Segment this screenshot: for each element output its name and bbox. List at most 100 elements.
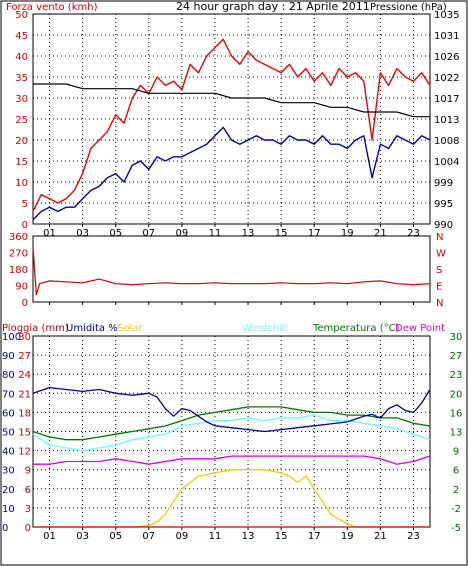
temperature-y-tick-label: 30 (450, 332, 463, 343)
wind-pressure-panel: 0510152025303540455099099599910041008101… (15, 10, 459, 239)
humidity-y-tick-label: 50 (2, 428, 15, 439)
humidity-y-tick-label: 60 (2, 408, 15, 419)
rain-y-tick-label: 18 (18, 408, 31, 419)
x-tick-label: 03 (76, 531, 89, 542)
compass-tick-label: N (436, 232, 443, 243)
pressure-y-tick-label: 1031 (434, 31, 459, 42)
x-tick-label: 09 (176, 228, 189, 239)
rain-y-tick-label: 30 (18, 332, 31, 343)
x-tick-label: 13 (242, 531, 255, 542)
temperature-legend: Temperatura (°C) (312, 323, 400, 334)
humidity-y-tick-label: 10 (2, 504, 15, 515)
x-tick-label: 05 (109, 531, 122, 542)
x-tick-label: 17 (308, 531, 321, 542)
temperature-y-tick-label: 27 (450, 351, 463, 362)
wind-y-tick-label: 35 (15, 73, 28, 84)
temperature-y-tick-label: 6 (453, 466, 459, 477)
pressure-y-tick-label: 1004 (434, 157, 459, 168)
x-tick-label: 13 (242, 228, 255, 239)
rain-y-tick-label: 12 (18, 447, 31, 458)
pressure-axis-title: Pressione (hPa) (370, 2, 447, 13)
direction-y-tick-label: 360 (9, 232, 28, 243)
wind-y-tick-label: 15 (15, 157, 28, 168)
direction-y-tick-label: 180 (9, 265, 28, 276)
wind-y-tick-label: 45 (15, 31, 28, 42)
x-tick-label: 05 (109, 228, 122, 239)
wind-y-tick-label: 20 (15, 136, 28, 147)
temperature-y-tick-label: 23 (450, 370, 463, 381)
humidity-y-tick-label: 0 (2, 523, 8, 534)
pressure-y-tick-label: 999 (434, 178, 453, 189)
pressure-y-tick-label: 1013 (434, 115, 459, 126)
compass-tick-label: E (436, 282, 442, 293)
wind-y-tick-label: 0 (22, 220, 28, 231)
windchill-legend: Windchill (242, 323, 287, 334)
rain-y-tick-label: 0 (25, 523, 31, 534)
pressure-y-tick-label: 1008 (434, 136, 459, 147)
wind-y-tick-label: 10 (15, 178, 28, 189)
pressure-y-tick-label: 1017 (434, 94, 459, 105)
x-tick-label: 23 (407, 531, 420, 542)
chart-title: 24 hour graph day : 21 Aprile 2011 (176, 0, 370, 13)
dewpoint-line (33, 455, 431, 465)
humidity-y-tick-label: 90 (2, 351, 15, 362)
pressure-y-tick-label: 1035 (434, 10, 459, 21)
humidity-line (32, 386, 431, 433)
rain-legend: Pioggia (mm) (2, 323, 69, 334)
dewpoint-legend: Dew Point (395, 323, 445, 334)
temperature-y-tick-label: 9 (453, 447, 459, 458)
temperature-y-tick-label: 13 (450, 428, 463, 439)
direction-line (32, 246, 431, 296)
x-tick-label: 07 (142, 228, 155, 239)
solar-line (33, 469, 430, 528)
plot-area (32, 235, 431, 303)
wind-y-tick-label: 5 (22, 199, 28, 210)
compass-tick-label: S (436, 265, 442, 276)
x-tick-label: 11 (209, 228, 222, 239)
rain-y-tick-label: 24 (18, 370, 31, 381)
direction-y-tick-label: 90 (15, 282, 28, 293)
humidity-y-tick-label: 30 (2, 466, 15, 477)
rain-y-tick-label: 6 (25, 485, 31, 496)
x-tick-label: 23 (407, 228, 420, 239)
compass-tick-label: W (436, 249, 446, 260)
humidity-y-tick-label: 40 (2, 447, 15, 458)
x-tick-label: 01 (43, 531, 56, 542)
temperature-y-tick-label: -2 (451, 504, 461, 515)
windchill-line (32, 414, 431, 452)
direction-y-tick-label: 270 (9, 249, 28, 260)
temperature-line (32, 406, 431, 441)
rain-humidity-temp-panel: 0369121518212427300102030405060708090100… (2, 332, 462, 542)
pressure-line (33, 83, 430, 118)
temperature-y-tick-label: 20 (450, 389, 463, 400)
temperature-y-tick-label: 2 (453, 485, 459, 496)
x-tick-label: 11 (209, 531, 222, 542)
x-tick-label: 03 (76, 228, 89, 239)
humidity-y-tick-label: 20 (2, 485, 15, 496)
x-tick-label: 15 (275, 228, 288, 239)
humidity-y-tick-label: 70 (2, 389, 15, 400)
temperature-y-tick-label: -5 (451, 523, 461, 534)
x-tick-label: 17 (308, 228, 321, 239)
humidity-y-tick-label: 80 (2, 370, 15, 381)
wind-y-tick-label: 40 (15, 52, 28, 63)
humidity-y-tick-label: 100 (2, 332, 21, 343)
x-tick-label: 01 (43, 228, 56, 239)
wind-y-tick-label: 50 (15, 10, 28, 21)
temperature-y-tick-label: 16 (450, 408, 463, 419)
rain-y-tick-label: 9 (25, 466, 31, 477)
pressure-y-tick-label: 995 (434, 199, 453, 210)
rain-y-tick-label: 3 (25, 504, 31, 515)
x-tick-label: 21 (374, 228, 387, 239)
wind-axis-title: Forza vento (kmh) (6, 2, 98, 13)
x-tick-label: 21 (374, 531, 387, 542)
direction-y-tick-label: 0 (22, 298, 28, 309)
humidity-legend: Umidita % (66, 323, 118, 334)
solar-legend: Solar (117, 323, 143, 334)
x-tick-label: 07 (142, 531, 155, 542)
x-tick-label: 19 (341, 531, 354, 542)
x-tick-label: 09 (176, 531, 189, 542)
rain-y-tick-label: 21 (18, 389, 31, 400)
